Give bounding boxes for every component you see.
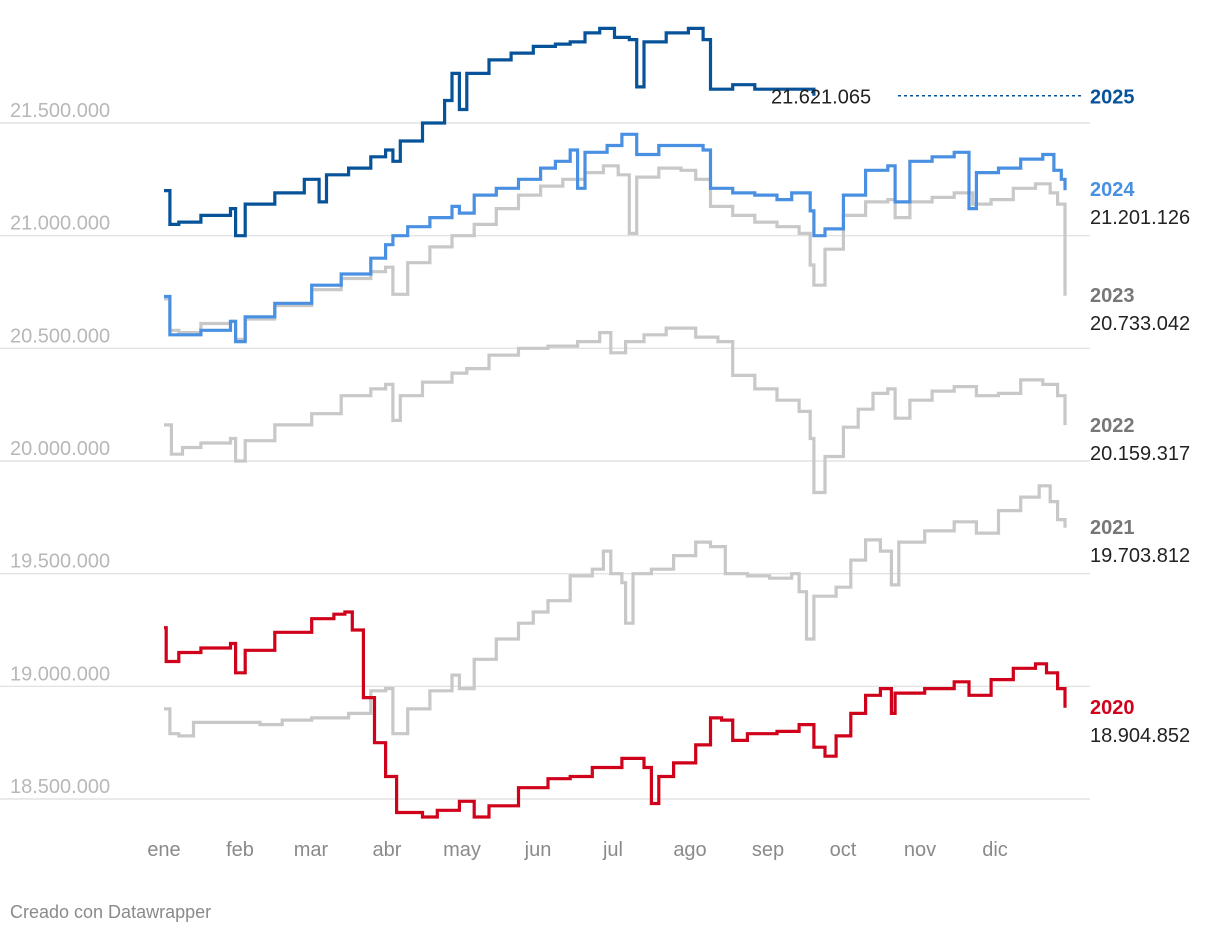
series-line-2020 [164,610,1067,819]
series-line-2025 [164,26,816,238]
series-line-2024 [164,132,1067,344]
y-tick-label: 21.000.000 [10,213,110,235]
series-layer [164,26,1067,819]
end-year-2022: 2022 [1090,415,1135,437]
end-value-2024: 21.201.126 [1090,207,1190,229]
x-tick-label: ene [147,839,180,861]
end-year-2024: 2024 [1090,179,1135,201]
x-tick-label: nov [904,839,936,861]
x-axis-ticks: ene feb mar abr may jun jul ago sep oct nov dic [147,839,1007,861]
x-tick-label: feb [226,839,254,861]
end-labels: 2020 18.904.852 2021 19.703.812 2022 20.159.3… [771,87,1190,747]
end-year-2021: 2021 [1090,517,1135,539]
y-tick-label: 21.500.000 [10,100,110,122]
y-tick-label: 18.500.000 [10,776,110,798]
end-value-2021: 19.703.812 [1090,545,1190,567]
grid-layer [0,122,1090,800]
x-tick-label: ago [673,839,706,861]
end-value-2023: 20.733.042 [1090,313,1190,335]
end-value-2025: 21.621.065 [771,87,871,109]
x-tick-label: jun [524,839,552,861]
x-tick-label: abr [373,839,402,861]
x-tick-label: jul [602,839,623,861]
y-tick-label: 20.000.000 [10,438,110,460]
y-tick-label: 20.500.000 [10,325,110,347]
x-tick-label: oct [830,839,857,861]
y-axis-ticks: 18.500.000 19.000.000 19.500.000 20.000.000… [10,100,110,798]
end-year-2025: 2025 [1090,87,1135,109]
x-tick-label: may [443,839,481,861]
y-tick-label: 19.000.000 [10,663,110,685]
x-tick-label: dic [982,839,1008,861]
end-year-2023: 2023 [1090,285,1135,307]
x-tick-label: mar [294,839,329,861]
x-tick-label: sep [752,839,784,861]
end-value-2022: 20.159.317 [1090,443,1190,465]
series-line-2023 [164,164,1067,341]
y-tick-label: 19.500.000 [10,551,110,573]
series-line-2021 [164,484,1067,738]
credit-footer: Creado con Datawrapper [10,902,212,922]
end-year-2020: 2020 [1090,697,1135,719]
series-line-2022 [164,326,1067,495]
end-value-2020: 18.904.852 [1090,725,1190,747]
